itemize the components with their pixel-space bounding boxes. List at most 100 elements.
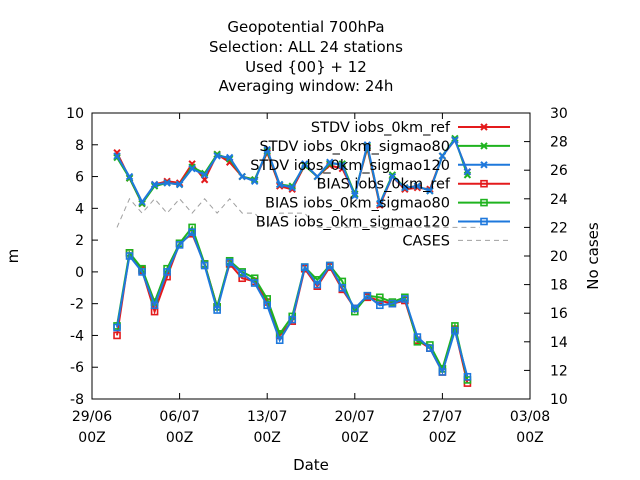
series-4-point: [250, 274, 259, 283]
series-5-point: [263, 301, 272, 310]
series-5-point: [426, 344, 434, 352]
title-line-2: Selection: ALL 24 stations: [209, 38, 403, 56]
series-5-point: [363, 291, 372, 300]
series-2-point-stroke-b: [351, 191, 359, 200]
series-2-point: [438, 152, 447, 160]
series-layer: [113, 134, 480, 387]
series-2-point: [276, 180, 284, 189]
series-5-point: [413, 333, 422, 341]
series-2-point: [338, 161, 346, 170]
series-5-point: [325, 261, 334, 270]
y-axis-label: m: [4, 249, 22, 264]
x-tick-label-time: 00Z: [429, 430, 456, 446]
y2-tick-label: 18: [550, 278, 568, 294]
y2-tick-label: 30: [550, 106, 568, 122]
series-5-point: [451, 326, 459, 335]
title-line-4: Averaging window: 24h: [219, 77, 394, 95]
y-tick-label: 8: [75, 138, 84, 154]
series-2-point-stroke-b: [200, 171, 209, 179]
series-2-point-stroke-b: [301, 160, 309, 168]
legend-marker-stroke-b: [480, 142, 488, 150]
series-2-point: [426, 187, 434, 195]
series-3-line: [116, 232, 469, 384]
series-2-point: [363, 141, 372, 149]
legend-item-3: BIAS iobs_0km_ref: [316, 177, 510, 193]
legend-marker: [480, 179, 488, 188]
series-5-point: [350, 304, 359, 313]
series-2-point-stroke-b: [376, 199, 384, 208]
series-2-point-stroke-b: [288, 183, 296, 192]
series-2-point: [413, 182, 422, 190]
series-2-point-stroke-b: [250, 177, 259, 186]
y-tick-label: -8: [70, 392, 84, 408]
title-line-1: Geopotential 700hPa: [227, 18, 384, 36]
series-2-point: [138, 198, 146, 206]
series-5-point: [225, 258, 234, 267]
title-line-3: Used {00} + 12: [245, 58, 367, 76]
series-2-point: [263, 145, 271, 154]
series-2-point: [313, 172, 321, 181]
series-2-point-stroke-b: [388, 172, 397, 181]
y-tick-label: 0: [75, 265, 84, 281]
series-2-point-stroke-b: [338, 161, 346, 170]
series-2-point: [376, 199, 384, 208]
x-tick-label-time: 00Z: [78, 430, 105, 446]
y-axis: -8 -6 -4 -2 0 2 4 6 8 10: [66, 106, 98, 408]
series-2-point-stroke-b: [213, 152, 221, 160]
series-2-point: [250, 177, 259, 186]
legend-item-2: STDV iobs_0km_sigmao120: [250, 158, 510, 174]
series-2-point: [326, 158, 334, 166]
series-2-point-stroke-b: [263, 145, 271, 154]
legend-item-5: BIAS iobs_0km_sigmao120: [256, 215, 510, 231]
series-5-point: [175, 241, 184, 249]
series-2-point-stroke-b: [401, 183, 409, 192]
series-2: [113, 136, 472, 208]
y2-tick-label: 16: [550, 306, 568, 322]
y-tick-label: -4: [70, 328, 84, 344]
x-tick-label-time: 00Z: [341, 430, 368, 446]
series-2-point-stroke-b: [413, 182, 422, 190]
series-5-point: [188, 228, 196, 236]
series-2-point: [200, 171, 209, 179]
series-5-point: [113, 323, 121, 332]
series-2-point: [288, 183, 296, 192]
series-5-point: [238, 269, 246, 278]
series-6-line: [116, 197, 480, 229]
series-2-point-stroke-b: [276, 180, 284, 189]
legend-item-6: CASES: [402, 233, 510, 249]
series-5-point: [275, 336, 284, 345]
legend-label: BIAS iobs_0km_sigmao120: [256, 215, 450, 231]
series-5-point: [463, 372, 472, 381]
series-5-point: [125, 252, 134, 260]
y2-tick-label: 26: [550, 163, 568, 179]
series-2-point-stroke-b: [463, 168, 472, 176]
series-5-point: [313, 280, 322, 289]
series-3: [113, 229, 472, 387]
series-5-point: [200, 261, 209, 270]
plot-frame: [91, 112, 531, 400]
series-2-point-stroke-b: [175, 180, 184, 189]
legend: STDV iobs_0km_ref STDV iobs_0km_sigmao80 S…: [250, 120, 510, 249]
legend-label: STDV iobs_0km_ref: [311, 120, 451, 136]
x-axis-label: Date: [293, 456, 329, 474]
series-2-point-stroke-b: [225, 153, 234, 162]
legend-marker: [480, 217, 488, 226]
series-5-point: [388, 299, 397, 308]
y2-tick-label: 12: [550, 363, 568, 379]
series-5-point: [338, 283, 347, 292]
series-2-point: [163, 179, 171, 187]
series-1-point: [388, 171, 397, 179]
series-0-point-stroke-b: [413, 183, 422, 192]
series-4-point: [413, 337, 422, 346]
y2-axis: 10 12 14 16 18 20 22 24 26 28 30: [524, 106, 568, 408]
legend-label: STDV iobs_0km_sigmao80: [259, 139, 450, 155]
y-tick-label: 10: [66, 106, 84, 122]
legend-item-4: BIAS iobs_0km_sigmao80: [265, 196, 510, 212]
x-tick-label-date: 13/07: [247, 409, 287, 425]
x-tick-label-time: 00Z: [253, 430, 280, 446]
series-2-point-stroke-b: [138, 198, 146, 206]
series-2-point-stroke-b: [426, 187, 434, 195]
legend-item-1: STDV iobs_0km_sigmao80: [259, 139, 510, 155]
y2-tick-label: 14: [550, 335, 568, 351]
x-tick-label-date: 20/07: [335, 409, 375, 425]
